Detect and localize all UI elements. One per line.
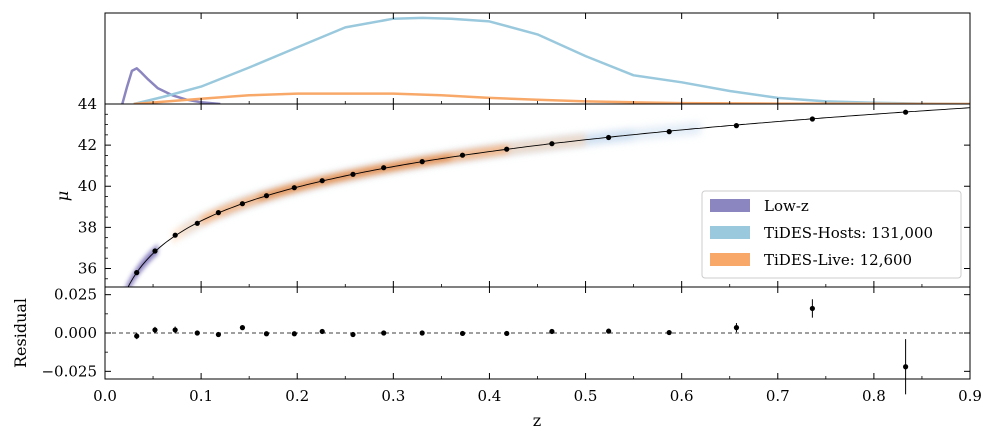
residual-point: [459, 330, 466, 337]
residual-tick-label: 0.000: [54, 324, 97, 342]
z-tick-label: 0.2: [285, 387, 309, 405]
distribution-curves: [121, 16, 970, 104]
z-tick-label: 0.0: [93, 387, 117, 405]
z-tick-label: 0.1: [189, 387, 213, 405]
z-tick-label: 0.4: [478, 387, 502, 405]
binned-point: [350, 171, 356, 177]
legend-swatch-hosts: [710, 226, 750, 239]
z-axis-label: z: [533, 411, 541, 430]
residual-point: [809, 305, 815, 312]
distribution-curve-live: [133, 92, 970, 104]
residual-point: [263, 331, 270, 337]
z-tick-label: 0.9: [958, 387, 982, 405]
residual-point: [549, 328, 555, 335]
mu-tick-label: 40: [78, 177, 97, 195]
residual-point: [194, 330, 200, 336]
mu-tick-label: 36: [78, 259, 97, 277]
distribution-panel: [104, 12, 971, 105]
residual-tick-label: 0.025: [54, 286, 97, 304]
binned-point: [239, 201, 245, 207]
binned-point: [152, 248, 158, 254]
distribution-frame: [104, 12, 971, 105]
z-tick-label: 0.5: [574, 387, 598, 405]
binned-point: [172, 232, 178, 238]
legend-label-lowz: Low-z: [764, 197, 809, 215]
legend-box: [701, 190, 962, 279]
residual-tick-label: −0.025: [41, 362, 97, 380]
binned-point: [194, 220, 200, 226]
binned-point: [319, 178, 325, 184]
residual-point: [733, 325, 740, 331]
mu-tick-label: 42: [78, 136, 97, 154]
legend-swatch-lowz: [710, 199, 750, 212]
residual-point: [350, 331, 356, 338]
binned-point: [903, 109, 909, 115]
binned-point: [606, 134, 612, 141]
live-band-core: [258, 155, 451, 201]
sample-density-bands: [126, 122, 701, 287]
hubble-panel: 36 38 40 42 44 μ Low-z TiDES-Hosts: 131,000 …: [53, 95, 971, 288]
legend-swatch-live: [710, 253, 750, 266]
residual-point: [319, 328, 325, 335]
legend-label-hosts: TiDES-Hosts: 131,000: [764, 224, 933, 242]
binned-point: [459, 152, 466, 158]
binned-point: [263, 193, 270, 199]
mu-axis-label: μ: [53, 191, 72, 201]
residual-point: [419, 330, 425, 336]
binned-points: [134, 109, 909, 276]
residual-point: [134, 333, 140, 339]
residual-panel: 0.025 0.000 −0.025 Residual: [11, 286, 971, 395]
residual-point: [666, 329, 672, 336]
binned-point: [134, 270, 140, 276]
binned-point: [419, 159, 425, 165]
binned-point: [809, 116, 816, 122]
binned-point: [381, 165, 387, 171]
binned-point: [291, 185, 297, 191]
residual-point: [172, 327, 178, 333]
residual-axis-label: Residual: [11, 298, 30, 368]
residual-point: [291, 331, 297, 337]
residual-points: [134, 299, 909, 395]
legend-label-live: TiDES-Live: 12,600: [764, 251, 912, 269]
z-tick-label: 0.6: [670, 387, 694, 405]
residual-point: [239, 325, 246, 331]
z-tick-label: 0.7: [766, 387, 790, 405]
mu-axis: 36 38 40 42 44: [78, 95, 970, 280]
residual-point: [903, 364, 909, 370]
residual-point: [606, 328, 612, 334]
binned-point: [549, 141, 555, 147]
binned-point: [666, 129, 672, 135]
binned-point: [733, 123, 740, 129]
binned-point: [504, 146, 510, 152]
residual-point: [215, 331, 222, 338]
residual-point: [152, 327, 158, 333]
live-band-outer: [172, 133, 586, 244]
z-tick-label: 0.8: [862, 387, 886, 405]
z-axis: 0.0 0.1 0.2 0.3 0.4 0.5 0.6 0.7 0.8 0.9: [93, 13, 982, 405]
mu-tick-label: 44: [78, 95, 97, 113]
residual-point: [504, 330, 510, 337]
binned-point: [215, 210, 221, 216]
residual-axis: 0.025 0.000 −0.025: [41, 286, 970, 380]
mu-tick-label: 38: [78, 218, 97, 236]
residual-point: [381, 330, 387, 336]
distribution-curve-hosts: [133, 16, 970, 104]
legend: Low-z TiDES-Hosts: 131,000 TiDES-Live: 1…: [701, 190, 962, 279]
z-tick-label: 0.3: [381, 387, 405, 405]
hosts-band-outer: [181, 122, 701, 238]
hosts-band-inner: [220, 131, 634, 216]
